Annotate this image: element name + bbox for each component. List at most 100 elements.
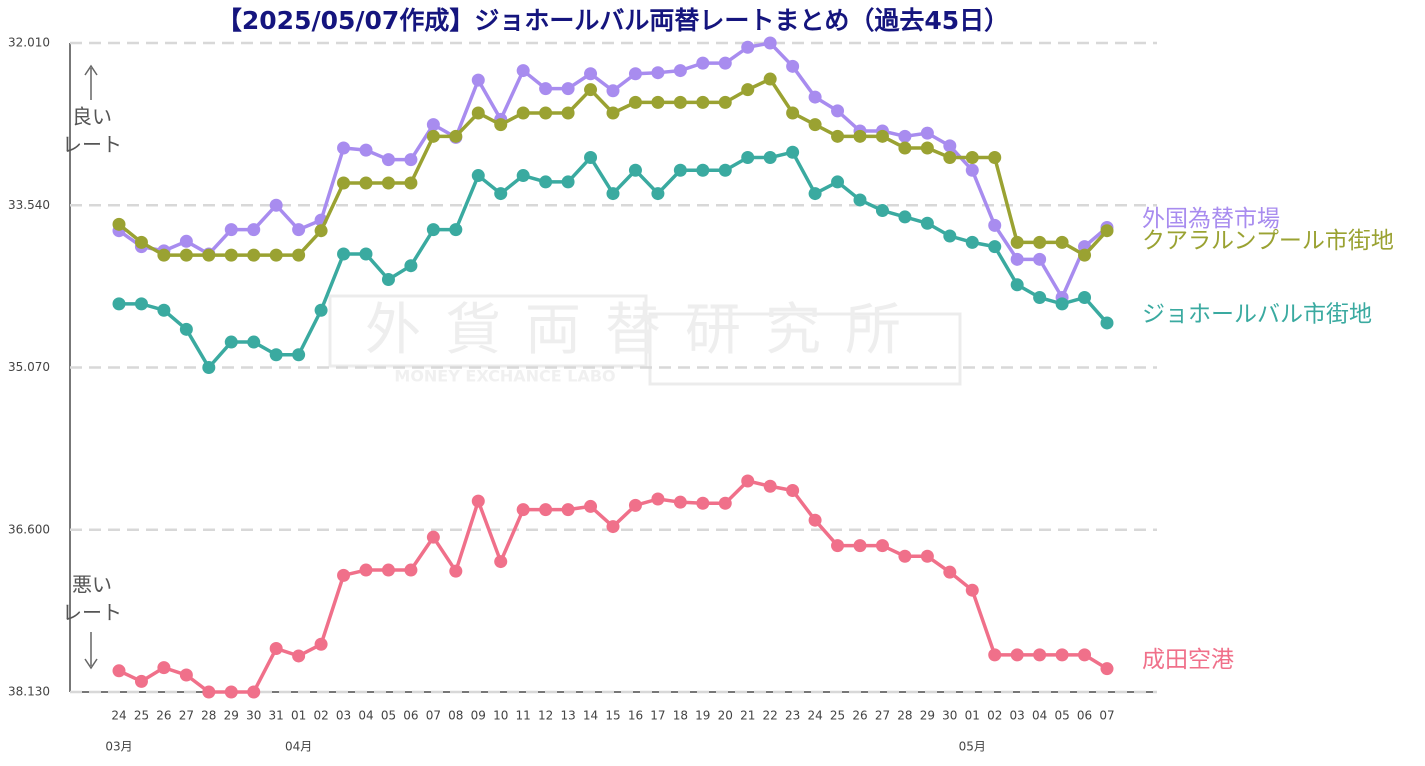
data-point: [1100, 662, 1114, 676]
data-point: [1010, 252, 1024, 266]
data-point: [763, 36, 777, 50]
legend-label: クアラルンプール市街地: [1142, 228, 1394, 254]
data-point: [628, 498, 642, 512]
data-point: [853, 193, 867, 207]
data-point: [943, 229, 957, 243]
data-point: [673, 64, 687, 78]
x-tick-label: 06: [1077, 709, 1092, 723]
x-tick-label: 30: [246, 709, 261, 723]
data-point: [359, 176, 373, 190]
data-point: [943, 565, 957, 579]
data-point: [606, 106, 620, 120]
data-point: [875, 539, 889, 553]
x-tick-label: 24: [111, 709, 126, 723]
watermark-title: 外貨両替研究所: [365, 298, 925, 363]
data-point: [1100, 316, 1114, 330]
data-point: [1033, 291, 1047, 305]
data-point: [718, 56, 732, 70]
data-point: [988, 151, 1002, 165]
x-tick-label: 04: [1032, 709, 1047, 723]
data-point: [696, 496, 710, 510]
data-point: [337, 176, 351, 190]
data-point: [134, 674, 148, 688]
data-point: [449, 129, 463, 143]
data-point: [696, 163, 710, 177]
data-point: [584, 151, 598, 165]
data-point: [718, 163, 732, 177]
data-point: [898, 141, 912, 155]
worse-label: レート: [62, 601, 122, 625]
x-tick-label: 01: [291, 709, 306, 723]
data-point: [292, 248, 306, 262]
data-point: [179, 668, 193, 682]
data-point: [471, 169, 485, 183]
x-tick-label: 10: [493, 709, 508, 723]
data-point: [920, 216, 934, 230]
data-point: [1033, 235, 1047, 249]
data-point: [696, 95, 710, 109]
data-point: [157, 248, 171, 262]
data-point: [853, 129, 867, 143]
data-point: [202, 685, 216, 699]
data-point: [1010, 235, 1024, 249]
data-point: [763, 151, 777, 165]
data-point: [606, 187, 620, 201]
data-point: [202, 361, 216, 374]
data-point: [561, 106, 575, 120]
data-point: [359, 247, 373, 261]
data-point: [471, 494, 485, 508]
data-point: [112, 664, 126, 678]
data-point: [965, 235, 979, 249]
data-point: [651, 492, 665, 506]
data-point: [224, 335, 238, 349]
data-point: [516, 64, 530, 78]
data-point: [539, 82, 553, 96]
x-tick-label: 25: [830, 709, 845, 723]
data-point: [157, 661, 171, 675]
data-point: [494, 187, 508, 201]
x-tick-label: 03: [1010, 709, 1025, 723]
data-point: [224, 248, 238, 262]
data-point: [786, 484, 800, 498]
data-point: [628, 67, 642, 81]
series-line: [117, 41, 1109, 300]
x-tick-label: 29: [224, 709, 239, 723]
data-point: [853, 539, 867, 553]
data-point: [920, 549, 934, 563]
data-point: [786, 106, 800, 120]
data-point: [673, 163, 687, 177]
data-point: [584, 83, 598, 97]
data-point: [471, 73, 485, 87]
data-point: [808, 118, 822, 132]
x-tick-label: 28: [897, 709, 912, 723]
data-point: [988, 648, 1002, 662]
x-tick-label: 07: [426, 709, 441, 723]
data-point: [1033, 252, 1047, 266]
x-tick-label: 27: [179, 709, 194, 723]
data-point: [337, 247, 351, 261]
legend-label: 成田空港: [1142, 647, 1234, 673]
x-tick-label: 18: [673, 709, 688, 723]
x-tick-label: 05: [381, 709, 396, 723]
data-point: [628, 163, 642, 177]
x-tick-label: 14: [583, 709, 598, 723]
series-line: [117, 77, 1109, 257]
data-point: [179, 322, 193, 336]
data-point: [1078, 248, 1092, 262]
data-point: [988, 218, 1002, 232]
data-point: [247, 223, 261, 237]
data-point: [516, 503, 530, 517]
data-point: [898, 549, 912, 563]
x-tick-label: 08: [448, 709, 463, 723]
data-point: [426, 129, 440, 143]
x-tick-label: 25: [134, 709, 149, 723]
data-point: [247, 335, 261, 349]
data-point: [359, 563, 373, 577]
data-point: [202, 248, 216, 262]
x-tick-label: 22: [763, 709, 778, 723]
data-point: [1055, 648, 1069, 662]
data-point: [112, 217, 126, 231]
y-tick-label: 38.130: [8, 685, 50, 699]
x-tick-label: 19: [695, 709, 710, 723]
data-point: [763, 479, 777, 493]
